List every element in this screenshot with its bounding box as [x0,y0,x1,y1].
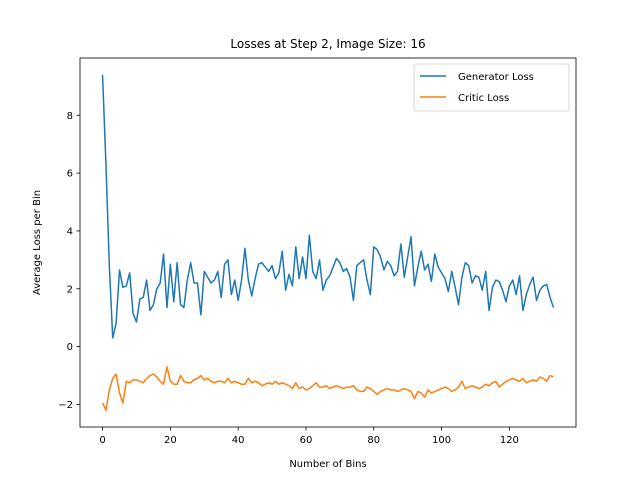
series-layer [101,74,555,411]
chart-title: Losses at Step 2, Image Size: 16 [230,37,425,51]
x-tick-label: 60 [300,435,313,446]
y-tick-label: 6 [67,169,73,180]
x-tick-label: 40 [232,435,245,446]
plot-frame [79,57,577,428]
x-axis-label: Number of Bins [289,459,366,470]
legend-box [413,63,570,112]
y-axis-label: Average Loss per Bin [32,190,43,295]
x-tick-label: 120 [500,435,519,446]
y-tick-label: 0 [67,342,73,353]
legend: Generator Loss Critic Loss [413,63,570,112]
series-line-critic-loss [101,366,554,411]
y-tick-label: 4 [67,226,73,237]
x-tick-label: 20 [164,435,177,446]
y-tick-label: 8 [67,111,73,122]
y-tick-label: 2 [67,284,73,295]
x-tick-label: 0 [99,435,105,446]
y-tick-label: −2 [58,400,73,411]
legend-label-critic: Critic Loss [458,93,509,104]
ticks-layer: 0 20 40 60 80 100 120 −2 0 2 4 6 8 [58,111,519,446]
series-line-generator-loss [101,74,555,339]
legend-label-generator: Generator Loss [458,72,534,83]
x-tick-label: 80 [367,435,380,446]
x-tick-label: 100 [432,435,451,446]
